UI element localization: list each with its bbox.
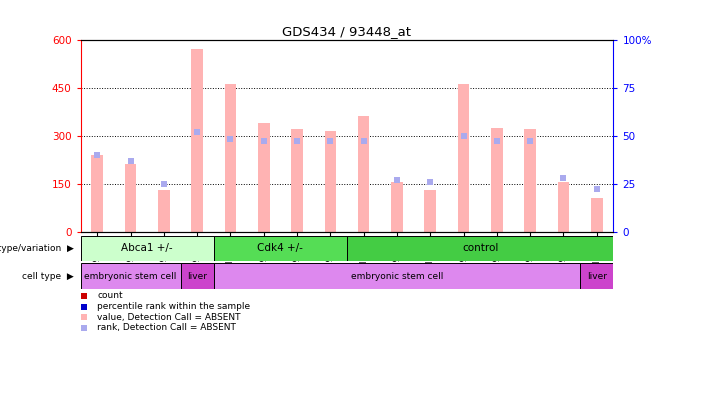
Bar	[580, 263, 613, 289]
Bar	[391, 182, 403, 232]
Bar	[214, 236, 347, 261]
Bar	[458, 84, 470, 232]
Bar	[214, 263, 580, 289]
Bar	[91, 155, 103, 232]
Title: GDS434 / 93448_at: GDS434 / 93448_at	[283, 25, 411, 38]
Text: control: control	[462, 244, 498, 253]
Bar	[258, 123, 270, 232]
Bar	[158, 190, 170, 232]
Bar	[325, 131, 336, 232]
Bar	[291, 129, 303, 232]
Text: count: count	[97, 291, 123, 300]
Text: percentile rank within the sample: percentile rank within the sample	[97, 302, 250, 311]
Bar	[424, 190, 436, 232]
Bar	[191, 49, 203, 232]
Text: embryonic stem cell: embryonic stem cell	[350, 272, 443, 281]
Bar	[125, 164, 137, 232]
Text: embryonic stem cell: embryonic stem cell	[84, 272, 177, 281]
Bar	[358, 116, 369, 232]
Bar	[491, 128, 503, 232]
Text: rank, Detection Call = ABSENT: rank, Detection Call = ABSENT	[97, 324, 236, 332]
Bar	[591, 198, 603, 232]
Bar	[224, 84, 236, 232]
Bar	[524, 129, 536, 232]
Text: Cdk4 +/-: Cdk4 +/-	[257, 244, 304, 253]
Text: Abca1 +/-: Abca1 +/-	[121, 244, 173, 253]
Bar	[81, 263, 181, 289]
Text: liver: liver	[587, 272, 607, 281]
Bar	[557, 182, 569, 232]
Bar	[181, 263, 214, 289]
Text: genotype/variation  ▶: genotype/variation ▶	[0, 244, 74, 253]
Bar	[81, 236, 214, 261]
Bar	[347, 236, 613, 261]
Text: value, Detection Call = ABSENT: value, Detection Call = ABSENT	[97, 313, 241, 322]
Text: liver: liver	[187, 272, 207, 281]
Text: cell type  ▶: cell type ▶	[22, 272, 74, 281]
